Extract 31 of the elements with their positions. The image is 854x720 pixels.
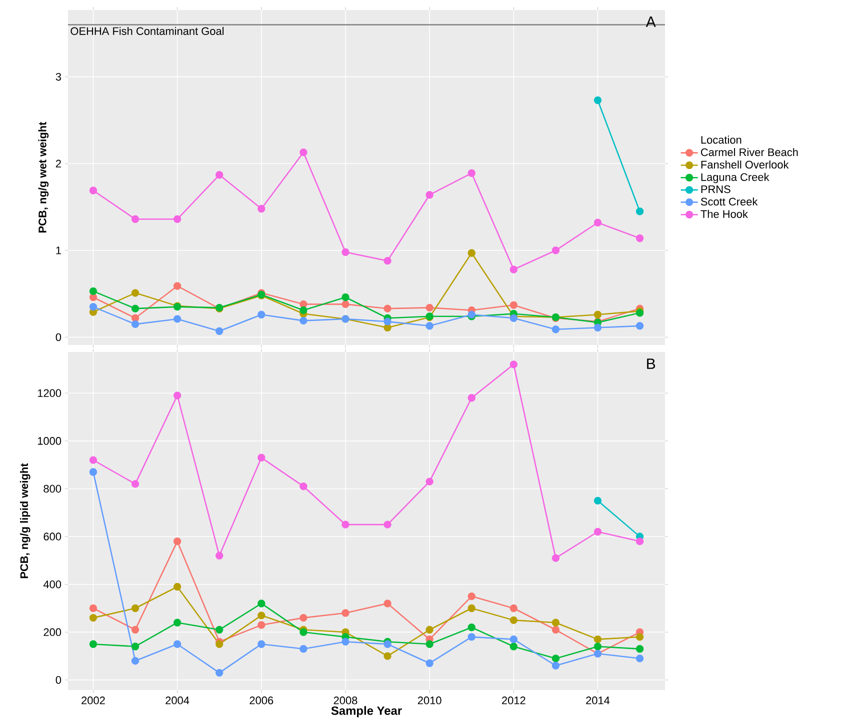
legend-label: Scott Creek [700, 197, 758, 206]
x-axis-title: Sample Year [331, 706, 402, 718]
x-tick-label: 2006 [250, 696, 274, 704]
y-tick-label: 400 [43, 580, 62, 588]
legend-label: PRNS [701, 185, 730, 194]
x-tick-label: 2014 [586, 696, 610, 704]
y-axis-title: PCB, ng/g lipid weight [20, 463, 30, 578]
x-tick-label: 2010 [418, 696, 442, 704]
legend-label: Fanshell Overlook [701, 160, 789, 169]
y-tick-label: 0 [56, 333, 62, 342]
legend-title: Location [701, 136, 742, 144]
annotation: A [646, 16, 656, 27]
y-tick-label: 2 [56, 160, 61, 168]
x-tick-label: 2012 [502, 696, 526, 704]
y-tick-label: 1200 [38, 389, 62, 397]
annotation: B [647, 358, 656, 369]
y-tick-label: 1 [56, 246, 61, 254]
y-tick-label: 600 [44, 532, 62, 540]
y-tick-label: 3 [56, 72, 62, 81]
y-tick-label: 1000 [38, 437, 62, 445]
legend-label: Laguna Creek [701, 172, 770, 184]
y-tick-label: 200 [44, 628, 62, 636]
x-tick-label: 2004 [166, 696, 190, 704]
legend-label: Carmel River Beach [701, 148, 798, 156]
y-axis-title: PCB, ng/g wet weight [38, 122, 49, 232]
x-tick-label: 2008 [334, 696, 358, 704]
x-tick-label: 2002 [82, 696, 105, 704]
y-tick-label: 800 [44, 484, 62, 493]
y-tick-label: 0 [56, 676, 62, 684]
ref-line-label: OEHHA Fish Contaminant Goal [70, 26, 224, 35]
legend-label: The Hook [700, 210, 748, 218]
